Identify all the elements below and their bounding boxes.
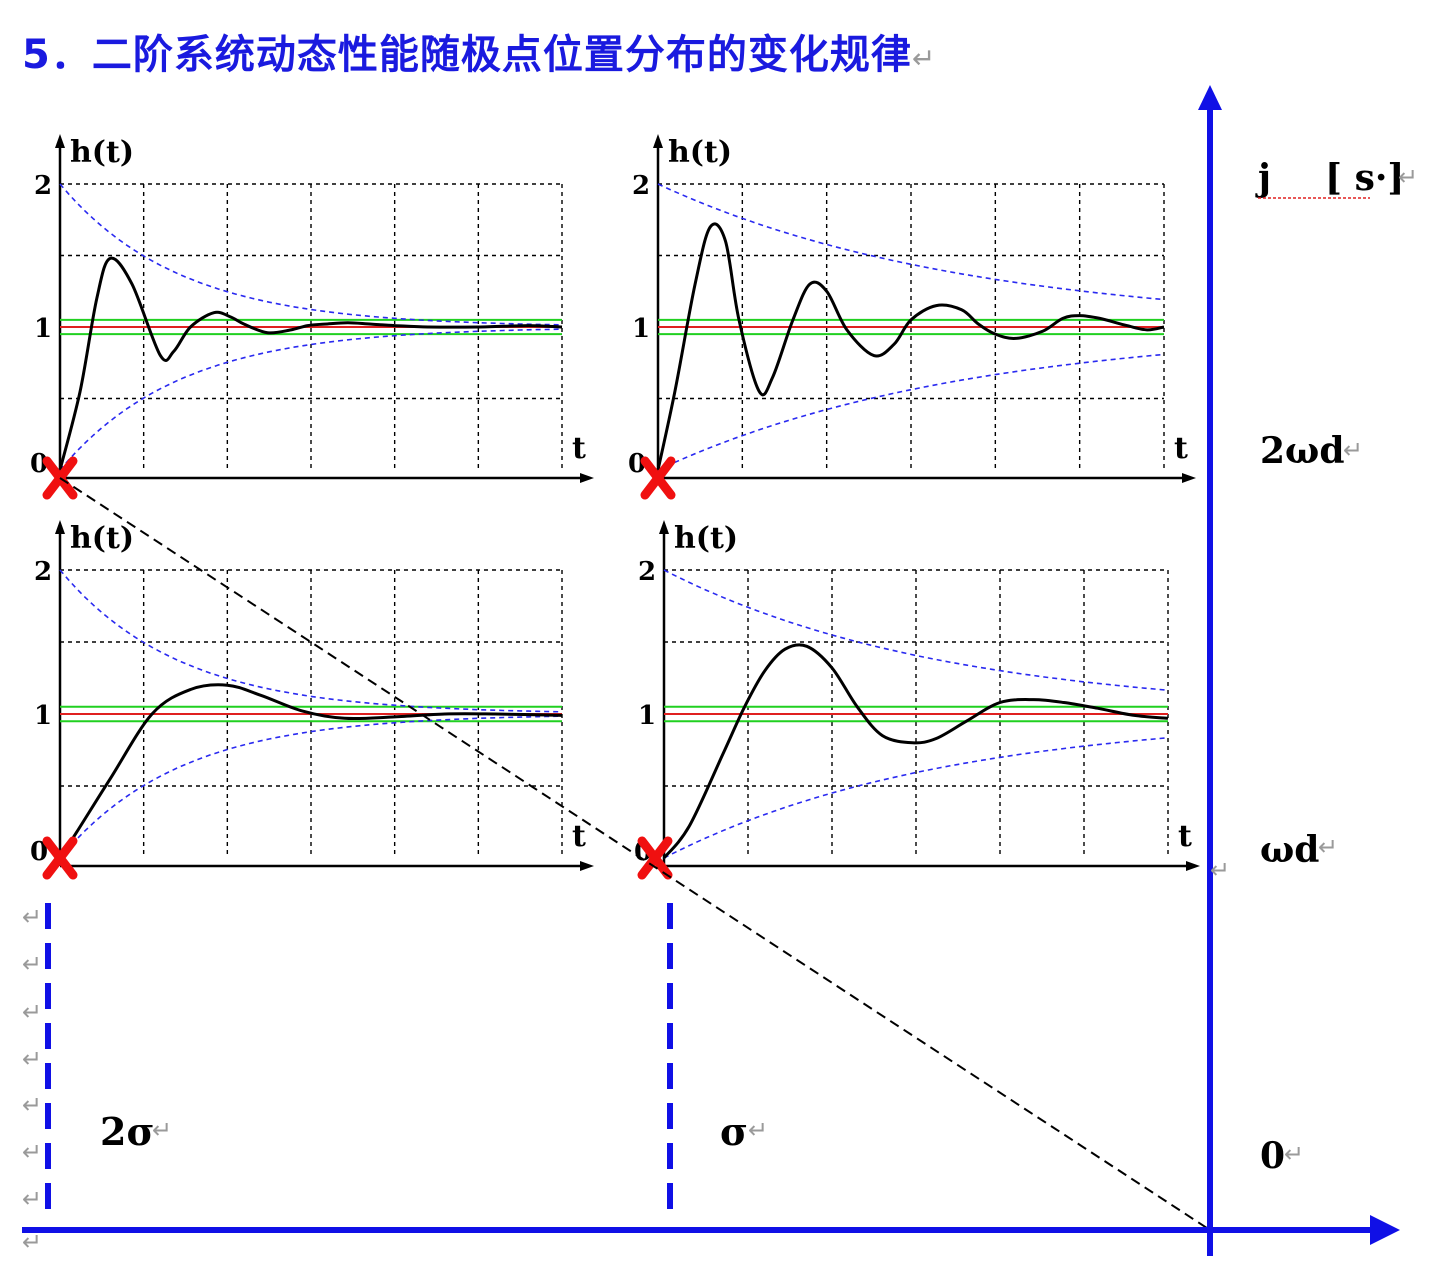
y-tick-label: 2 (638, 557, 656, 587)
x-axis-label: t (572, 431, 586, 466)
y-tick-label: 1 (34, 314, 52, 344)
paragraph-mark: ↵ (1210, 856, 1230, 884)
paragraph-mark: ↵ (1284, 1140, 1304, 1168)
paragraph-mark: ↵ (22, 903, 42, 931)
paragraph-mark: ↵ (22, 1091, 42, 1119)
y-tick-label: 1 (632, 314, 650, 344)
plot-x-axis-arrow (580, 861, 594, 871)
plot-y-axis-arrow (55, 134, 65, 148)
paragraph-mark: ↵ (1318, 833, 1338, 861)
x-axis-label: t (1174, 431, 1188, 466)
plot-y-axis-arrow (659, 520, 669, 534)
paragraph-mark: ↵ (22, 1185, 42, 1213)
paragraph-mark: ↵ (1398, 163, 1418, 191)
y-axis-label: h(t) (668, 135, 732, 170)
y-tick-label: 2 (34, 171, 52, 201)
tick-sigma: σ (720, 1109, 748, 1154)
imag-unit-j: j (1255, 157, 1271, 199)
paragraph-marks-left: ↵ ↵ ↵ ↵ ↵ ↵ ↵ (22, 903, 42, 1213)
envelope-upper (60, 184, 562, 325)
real-axis-arrow (1370, 1215, 1400, 1245)
paragraph-mark: ↵ (22, 998, 42, 1026)
paragraph-mark: ↵ (22, 1138, 42, 1166)
y-axis-label: h(t) (70, 521, 134, 556)
tick-origin: 0 (1260, 1135, 1285, 1177)
tick-wd: ωd (1260, 829, 1319, 871)
plot-y-axis-arrow (55, 520, 65, 534)
x-axis-label: t (1178, 819, 1192, 854)
paragraph-mark: ↵ (22, 950, 42, 978)
y-tick-label: 2 (632, 171, 650, 201)
tick-2wd: 2ωd (1260, 430, 1345, 472)
paragraph-mark: ↵ (1343, 436, 1363, 464)
unit-label: [ s·] (1325, 157, 1404, 199)
plot-y-axis-arrow (653, 134, 663, 148)
y-axis-label: h(t) (70, 135, 134, 170)
paragraph-mark: ↵ (22, 1228, 42, 1256)
x-axis-label: t (572, 819, 586, 854)
plot-x-axis-arrow (580, 473, 594, 483)
paragraph-mark: ↵ (748, 1116, 768, 1144)
y-tick-label: 1 (34, 701, 52, 731)
tick-2sigma: 2σ (100, 1109, 154, 1154)
imag-axis-arrow (1198, 85, 1222, 110)
plot-x-axis-arrow (1182, 473, 1196, 483)
plot-x-axis-arrow (1186, 861, 1200, 871)
paragraph-mark: ↵ (22, 1045, 42, 1073)
y-tick-label: 2 (34, 557, 52, 587)
y-axis-label: h(t) (674, 521, 738, 556)
y-tick-label: 1 (638, 701, 656, 731)
paragraph-mark: ↵ (152, 1116, 172, 1144)
